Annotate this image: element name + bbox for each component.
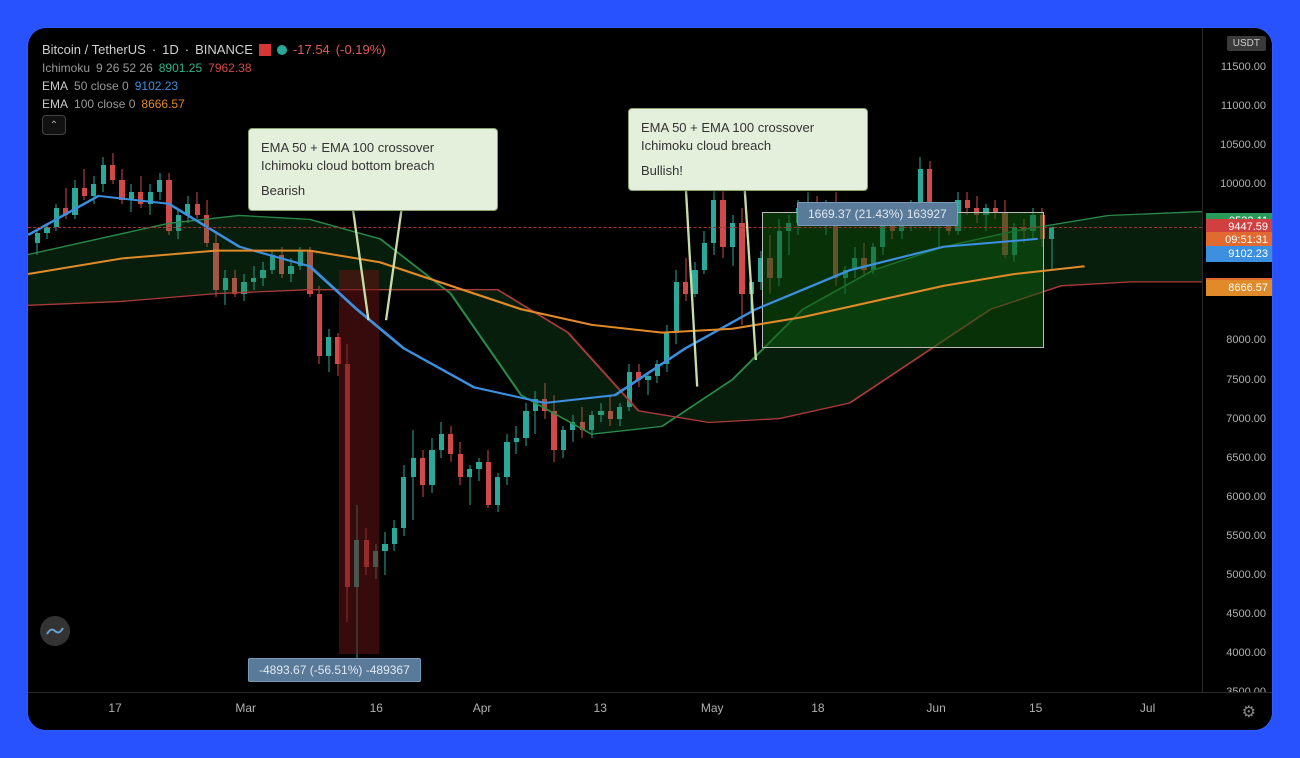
symbol-row: Bitcoin / TetherUS · 1D · BINANCE -17.54… xyxy=(42,42,386,57)
change-pct: (-0.19%) xyxy=(336,42,386,57)
xtick-label: 16 xyxy=(370,701,383,715)
ytick-label: 11500.00 xyxy=(1221,61,1266,73)
bearish-shade xyxy=(339,270,379,654)
price-tag: 8666.57 xyxy=(1206,280,1272,296)
xtick-label: Jul xyxy=(1140,701,1155,715)
xtick-label: Mar xyxy=(235,701,256,715)
price-tag: 9102.23 xyxy=(1206,246,1272,262)
ytick-label: 4000.00 xyxy=(1226,647,1266,659)
exchange: BINANCE xyxy=(195,42,253,57)
ytick-label: 7000.00 xyxy=(1226,413,1266,425)
xtick-label: 17 xyxy=(108,701,121,715)
xtick-label: Jun xyxy=(926,701,945,715)
ytick-label: 11000.00 xyxy=(1221,100,1266,112)
ytick-label: 7500.00 xyxy=(1226,374,1266,386)
chart-header: Bitcoin / TetherUS · 1D · BINANCE -17.54… xyxy=(42,42,386,135)
bullish-annotation[interactable]: EMA 50 + EMA 100 crossover Ichimoku clou… xyxy=(628,108,868,191)
xtick-label: 15 xyxy=(1029,701,1042,715)
xtick-label: 18 xyxy=(811,701,824,715)
ytick-label: 4500.00 xyxy=(1226,608,1266,620)
bearish-annotation[interactable]: EMA 50 + EMA 100 crossover Ichimoku clou… xyxy=(248,128,498,211)
ytick-label: 10000.00 xyxy=(1220,178,1266,190)
ichimoku-row: Ichimoku 9 26 52 26 8901.25 7962.38 xyxy=(42,61,386,75)
chart-frame: Bitcoin / TetherUS · 1D · BINANCE -17.54… xyxy=(28,28,1272,730)
ytick-label: 5000.00 xyxy=(1226,569,1266,581)
exchange-flag-icon xyxy=(259,44,271,56)
gain-stat: 1669.37 (21.43%) 163927 xyxy=(797,202,958,226)
status-dot-icon xyxy=(277,45,287,55)
ytick-label: 10500.00 xyxy=(1220,139,1266,151)
price-axis[interactable]: USDT 3500.004000.004500.005000.005500.00… xyxy=(1202,28,1272,692)
symbol-name: Bitcoin / TetherUS xyxy=(42,42,146,57)
ema50-row: EMA 50 close 0 9102.23 xyxy=(42,79,386,93)
settings-gear-icon[interactable]: ⚙ xyxy=(1242,702,1256,722)
time-axis[interactable]: 17 Mar 16 Apr 13 May 18 Jun 15 Jul ⚙ xyxy=(28,692,1272,730)
collapse-button[interactable]: ⌃ xyxy=(42,115,66,135)
interval: 1D xyxy=(162,42,179,57)
ytick-label: 5500.00 xyxy=(1226,530,1266,542)
ytick-label: 6000.00 xyxy=(1226,491,1266,503)
platform-logo-icon[interactable] xyxy=(40,616,70,646)
ytick-label: 6500.00 xyxy=(1226,452,1266,464)
xtick-label: 13 xyxy=(594,701,607,715)
loss-stat: -4893.67 (-56.51%) -489367 xyxy=(248,658,421,682)
xtick-label: Apr xyxy=(473,701,492,715)
currency-badge: USDT xyxy=(1227,36,1266,51)
change-abs: -17.54 xyxy=(293,42,330,57)
ema100-row: EMA 100 close 0 8666.57 xyxy=(42,97,386,111)
ytick-label: 8000.00 xyxy=(1226,334,1266,346)
xtick-label: May xyxy=(701,701,724,715)
bullish-region xyxy=(762,212,1044,349)
